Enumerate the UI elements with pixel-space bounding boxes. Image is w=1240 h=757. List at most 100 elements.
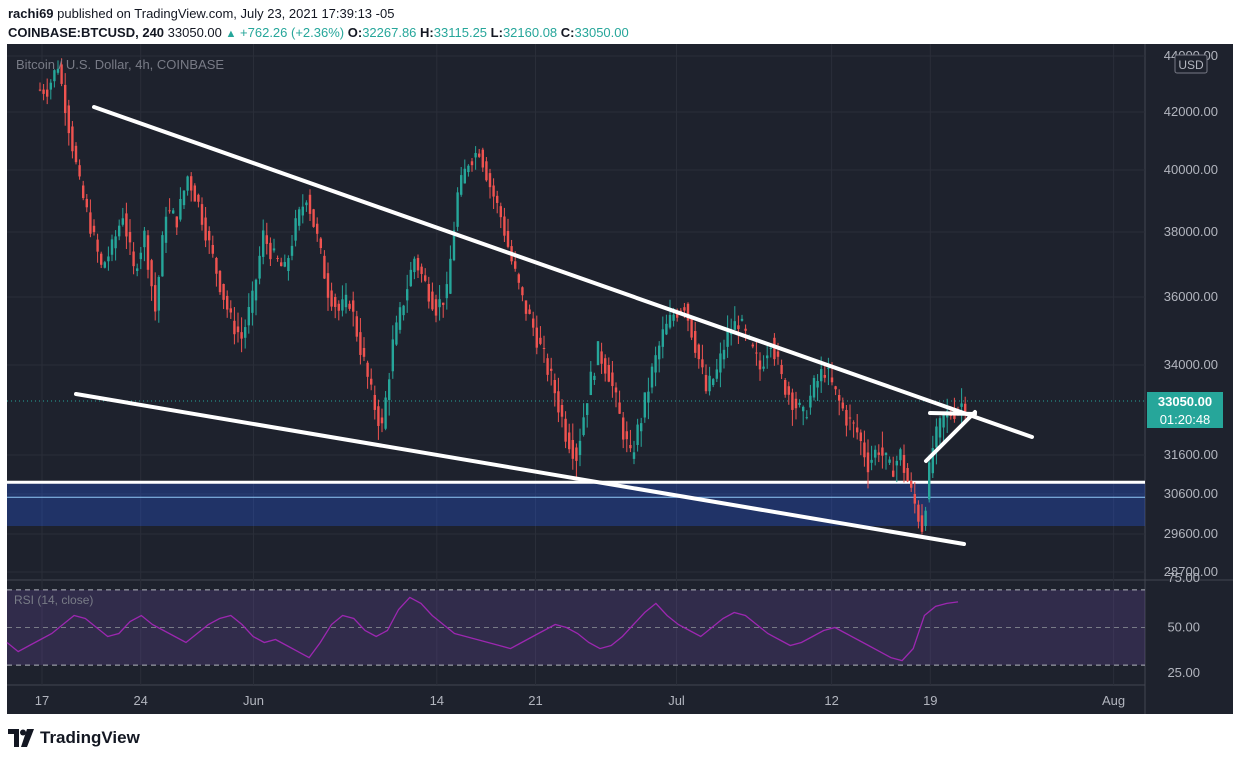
candle-body xyxy=(366,362,369,377)
support-zone-band xyxy=(7,482,1145,526)
candle-body xyxy=(154,285,157,312)
time-axis-label: Jun xyxy=(243,693,264,708)
candle-body xyxy=(668,314,672,328)
rsi-title: RSI (14, close) xyxy=(14,593,93,607)
candle-body xyxy=(46,89,49,97)
candle-body xyxy=(690,317,693,338)
candle-body xyxy=(208,230,211,241)
candle-body xyxy=(110,239,114,255)
candle-body xyxy=(121,218,124,225)
candle-body xyxy=(618,402,621,414)
candle-body xyxy=(236,326,240,333)
tradingview-logo[interactable]: TradingView xyxy=(8,728,140,748)
candle-body xyxy=(906,468,909,482)
candle-body xyxy=(89,212,92,234)
current-price-tag xyxy=(1147,392,1223,410)
candle-body xyxy=(888,459,891,463)
symbol-line: COINBASE:BTCUSD, 240 33050.00 ▲ +762.26 … xyxy=(8,25,629,40)
candle-body xyxy=(650,366,654,388)
candle-body xyxy=(146,235,150,270)
symbol-name[interactable]: COINBASE:BTCUSD, 240 xyxy=(8,25,165,40)
candle-body xyxy=(355,316,358,337)
price-axis-label: 42000.00 xyxy=(1164,104,1218,119)
candle-body xyxy=(787,386,790,395)
time-axis-label: 17 xyxy=(35,693,49,708)
candle-body xyxy=(222,284,225,300)
candle-body xyxy=(874,449,877,458)
candle-body xyxy=(107,256,110,262)
candle-body xyxy=(226,295,229,310)
time-axis-label: Jul xyxy=(668,693,685,708)
candle-body xyxy=(708,375,711,392)
candle-body xyxy=(564,418,567,442)
price-axis-label: 40000.00 xyxy=(1164,162,1218,177)
candle-body xyxy=(712,379,715,385)
candle-body xyxy=(139,252,142,260)
candle-body xyxy=(607,365,610,382)
candle-body xyxy=(78,165,81,177)
candle-body xyxy=(161,235,164,277)
candle-body xyxy=(424,275,427,281)
candle-body xyxy=(938,418,942,438)
candle-body xyxy=(100,253,103,265)
candle-body xyxy=(164,216,168,243)
candle-body xyxy=(92,225,96,233)
candle-body xyxy=(359,332,362,355)
candle-body xyxy=(506,230,510,247)
candle-body xyxy=(71,126,74,152)
publisher-name[interactable]: rachi69 xyxy=(8,6,54,21)
trendlines-layer[interactable] xyxy=(74,105,1034,546)
candle-body xyxy=(953,412,956,419)
trendline xyxy=(924,410,977,463)
candle-body xyxy=(157,277,160,311)
candle-body xyxy=(499,206,502,218)
candle-body xyxy=(319,238,322,249)
candle-body xyxy=(168,210,171,212)
published-text: published on TradingView.com, July 23, 2… xyxy=(57,6,395,21)
candle-body xyxy=(474,153,477,158)
candle-body xyxy=(769,347,772,349)
chart-title: Bitcoin / U.S. Dollar, 4h, COINBASE xyxy=(16,57,224,72)
candle-body xyxy=(780,365,783,375)
candle-body xyxy=(337,303,340,311)
candle-body xyxy=(942,413,945,428)
candle-body xyxy=(312,209,315,227)
candle-body xyxy=(719,353,722,373)
candle-body xyxy=(301,206,304,216)
candle-body xyxy=(179,198,182,220)
candle-body xyxy=(308,194,312,214)
candle-body xyxy=(434,299,438,316)
candle-body xyxy=(694,331,697,353)
rsi-line xyxy=(6,596,959,662)
candle-body xyxy=(643,392,646,418)
candle-body xyxy=(794,398,798,409)
candle-body xyxy=(496,195,499,203)
candle-body xyxy=(42,89,45,94)
rsi-layer xyxy=(6,589,1145,666)
candle-body xyxy=(568,432,571,450)
trendline xyxy=(74,392,966,546)
candle-body xyxy=(697,344,700,360)
candle-body xyxy=(416,258,420,271)
candle-body xyxy=(517,274,520,283)
candle-body xyxy=(866,452,870,473)
candle-body xyxy=(143,230,146,248)
candle-body xyxy=(751,344,754,347)
candle-body xyxy=(244,327,247,338)
candle-body xyxy=(841,402,844,409)
candle-body xyxy=(431,291,434,310)
candle-body xyxy=(460,175,463,195)
candle-body xyxy=(870,459,873,463)
candle-body xyxy=(384,397,387,429)
candle-body xyxy=(49,82,52,90)
grid-layer xyxy=(7,44,1145,685)
candle-body xyxy=(791,392,794,410)
candle-body xyxy=(503,216,506,236)
currency-badge[interactable] xyxy=(1174,54,1208,74)
candle-body xyxy=(676,314,679,318)
candle-body xyxy=(863,442,866,458)
candle-body xyxy=(726,329,729,347)
candle-body xyxy=(949,415,952,416)
candle-body xyxy=(672,314,675,321)
